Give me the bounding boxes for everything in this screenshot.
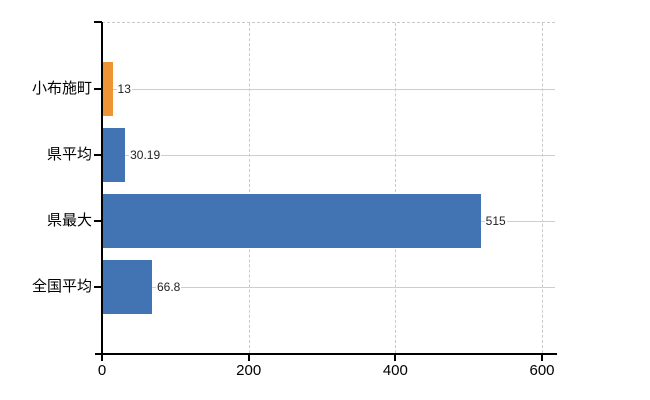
- x-tick-label: 0: [97, 362, 107, 379]
- y-axis-tick: [94, 220, 102, 222]
- category-label: 全国平均: [31, 278, 92, 295]
- h-gridline: [102, 155, 555, 156]
- x-axis-tick: [541, 355, 543, 361]
- v-gridline: [542, 23, 543, 353]
- h-gridline: [102, 287, 555, 288]
- y-axis-tick: [94, 286, 102, 288]
- category-label: 県最大: [46, 212, 92, 229]
- bar: [103, 260, 152, 314]
- x-axis-tick: [101, 355, 103, 361]
- value-label: 13: [116, 81, 132, 97]
- x-tick-label: 200: [236, 362, 262, 379]
- x-axis-tick: [247, 355, 250, 361]
- h-gridline: [102, 89, 555, 90]
- y-axis-tick: [94, 88, 102, 90]
- bar: [103, 62, 113, 116]
- category-label: 県平均: [46, 146, 92, 163]
- x-axis-line: [95, 353, 557, 355]
- x-tick-label: 600: [529, 362, 555, 379]
- value-label: 515: [484, 213, 507, 229]
- value-label: 66.8: [155, 279, 182, 295]
- bar: [103, 128, 126, 182]
- v-gridline: [248, 23, 250, 353]
- v-gridline: [395, 23, 397, 353]
- y-axis-line: [101, 22, 103, 354]
- bar: [103, 194, 481, 248]
- plot-top-gridline: [102, 22, 555, 23]
- y-axis-tick: [94, 154, 102, 156]
- x-axis-tick: [394, 355, 397, 361]
- x-tick-label: 400: [382, 362, 408, 379]
- y-axis-top-tick: [94, 21, 102, 23]
- category-label: 小布施町: [31, 80, 92, 97]
- value-label: 30.19: [129, 147, 162, 163]
